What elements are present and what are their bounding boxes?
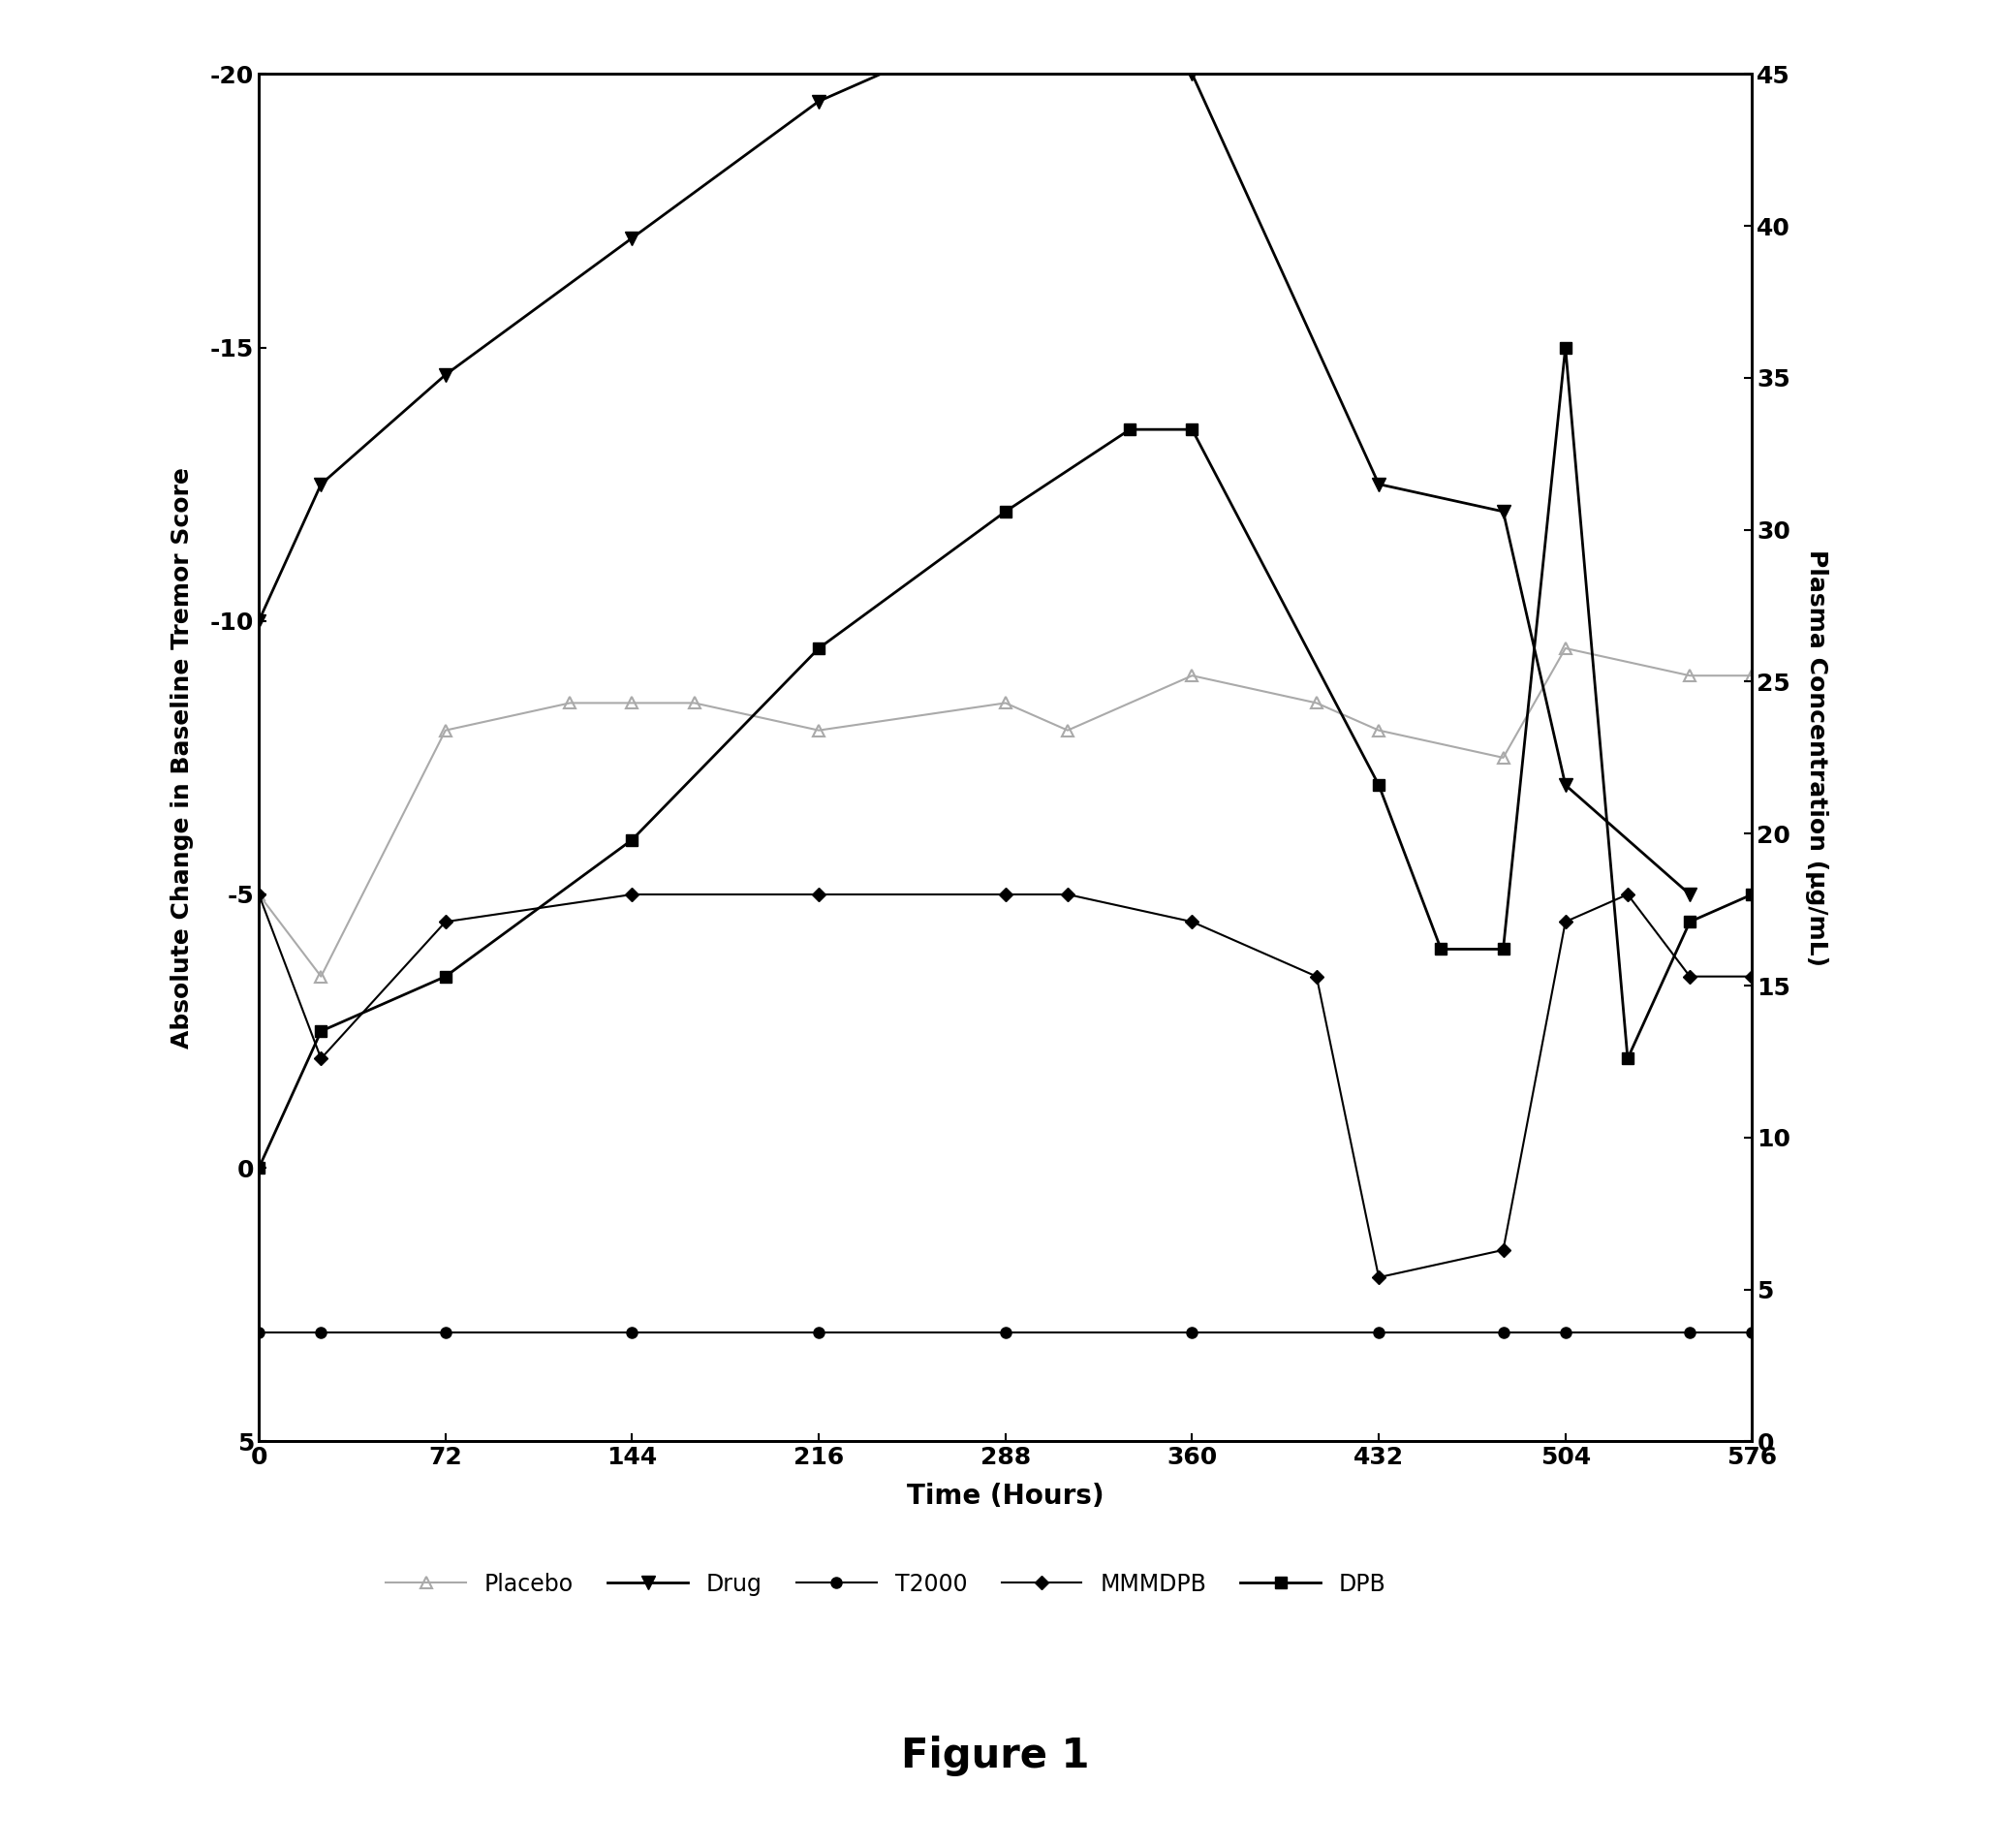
- Placebo: [994, 691, 1017, 713]
- DPB: [1181, 418, 1205, 440]
- Line: Placebo: Placebo: [253, 643, 1758, 981]
- T2000: [247, 1321, 271, 1343]
- Placebo: [1740, 665, 1764, 687]
- Placebo: [434, 719, 458, 741]
- Line: Drug: Drug: [253, 13, 1696, 902]
- Line: DPB: DPB: [253, 342, 1758, 1173]
- DPB: [1491, 939, 1515, 961]
- DPB: [621, 828, 645, 850]
- T2000: [1491, 1321, 1515, 1343]
- Drug: [1491, 501, 1515, 523]
- Placebo: [806, 719, 830, 741]
- T2000: [1678, 1321, 1702, 1343]
- MMMDPB: [434, 911, 458, 933]
- Drug: [1368, 473, 1392, 495]
- MMMDPB: [1740, 965, 1764, 987]
- MMMDPB: [247, 883, 271, 906]
- DPB: [434, 965, 458, 987]
- MMMDPB: [994, 883, 1017, 906]
- DPB: [247, 1157, 271, 1179]
- Placebo: [1368, 719, 1392, 741]
- T2000: [1368, 1321, 1392, 1343]
- Placebo: [247, 883, 271, 906]
- DPB: [1553, 336, 1577, 359]
- Placebo: [557, 691, 581, 713]
- DPB: [1740, 883, 1764, 906]
- MMMDPB: [1055, 883, 1079, 906]
- MMMDPB: [1368, 1266, 1392, 1288]
- Line: T2000: T2000: [253, 1327, 1758, 1338]
- Drug: [1119, 7, 1143, 30]
- T2000: [806, 1321, 830, 1343]
- Placebo: [1055, 719, 1079, 741]
- Placebo: [1304, 691, 1328, 713]
- Placebo: [309, 965, 332, 987]
- MMMDPB: [1617, 883, 1641, 906]
- MMMDPB: [1304, 965, 1328, 987]
- MMMDPB: [621, 883, 645, 906]
- MMMDPB: [1678, 965, 1702, 987]
- MMMDPB: [806, 883, 830, 906]
- X-axis label: Time (Hours): Time (Hours): [906, 1482, 1105, 1510]
- Text: Figure 1: Figure 1: [902, 1735, 1089, 1776]
- Drug: [309, 473, 332, 495]
- DPB: [1119, 418, 1143, 440]
- Y-axis label: Plasma Concentration (μg/mL): Plasma Concentration (μg/mL): [1806, 549, 1828, 967]
- MMMDPB: [1181, 911, 1205, 933]
- DPB: [994, 501, 1017, 523]
- T2000: [434, 1321, 458, 1343]
- Placebo: [683, 691, 707, 713]
- Placebo: [1553, 638, 1577, 660]
- Placebo: [621, 691, 645, 713]
- Drug: [434, 364, 458, 386]
- T2000: [309, 1321, 332, 1343]
- DPB: [309, 1020, 332, 1042]
- Drug: [247, 610, 271, 632]
- Drug: [621, 227, 645, 249]
- Drug: [1181, 63, 1205, 85]
- T2000: [994, 1321, 1017, 1343]
- DPB: [1617, 1048, 1641, 1070]
- Placebo: [1491, 747, 1515, 769]
- DPB: [1678, 911, 1702, 933]
- MMMDPB: [1553, 911, 1577, 933]
- Line: MMMDPB: MMMDPB: [255, 889, 1756, 1283]
- Drug: [1678, 883, 1702, 906]
- DPB: [1368, 774, 1392, 796]
- T2000: [1740, 1321, 1764, 1343]
- Legend: Placebo, Drug, T2000, MMMDPB, DPB: Placebo, Drug, T2000, MMMDPB, DPB: [374, 1562, 1398, 1608]
- DPB: [1430, 939, 1453, 961]
- Y-axis label: Absolute Change in Baseline Tremor Score: Absolute Change in Baseline Tremor Score: [171, 468, 193, 1048]
- T2000: [1181, 1321, 1205, 1343]
- Drug: [806, 91, 830, 113]
- MMMDPB: [309, 1048, 332, 1070]
- T2000: [621, 1321, 645, 1343]
- Placebo: [1181, 665, 1205, 687]
- Placebo: [1678, 665, 1702, 687]
- Drug: [994, 7, 1017, 30]
- MMMDPB: [1491, 1238, 1515, 1260]
- Drug: [1553, 774, 1577, 796]
- DPB: [806, 638, 830, 660]
- T2000: [1553, 1321, 1577, 1343]
